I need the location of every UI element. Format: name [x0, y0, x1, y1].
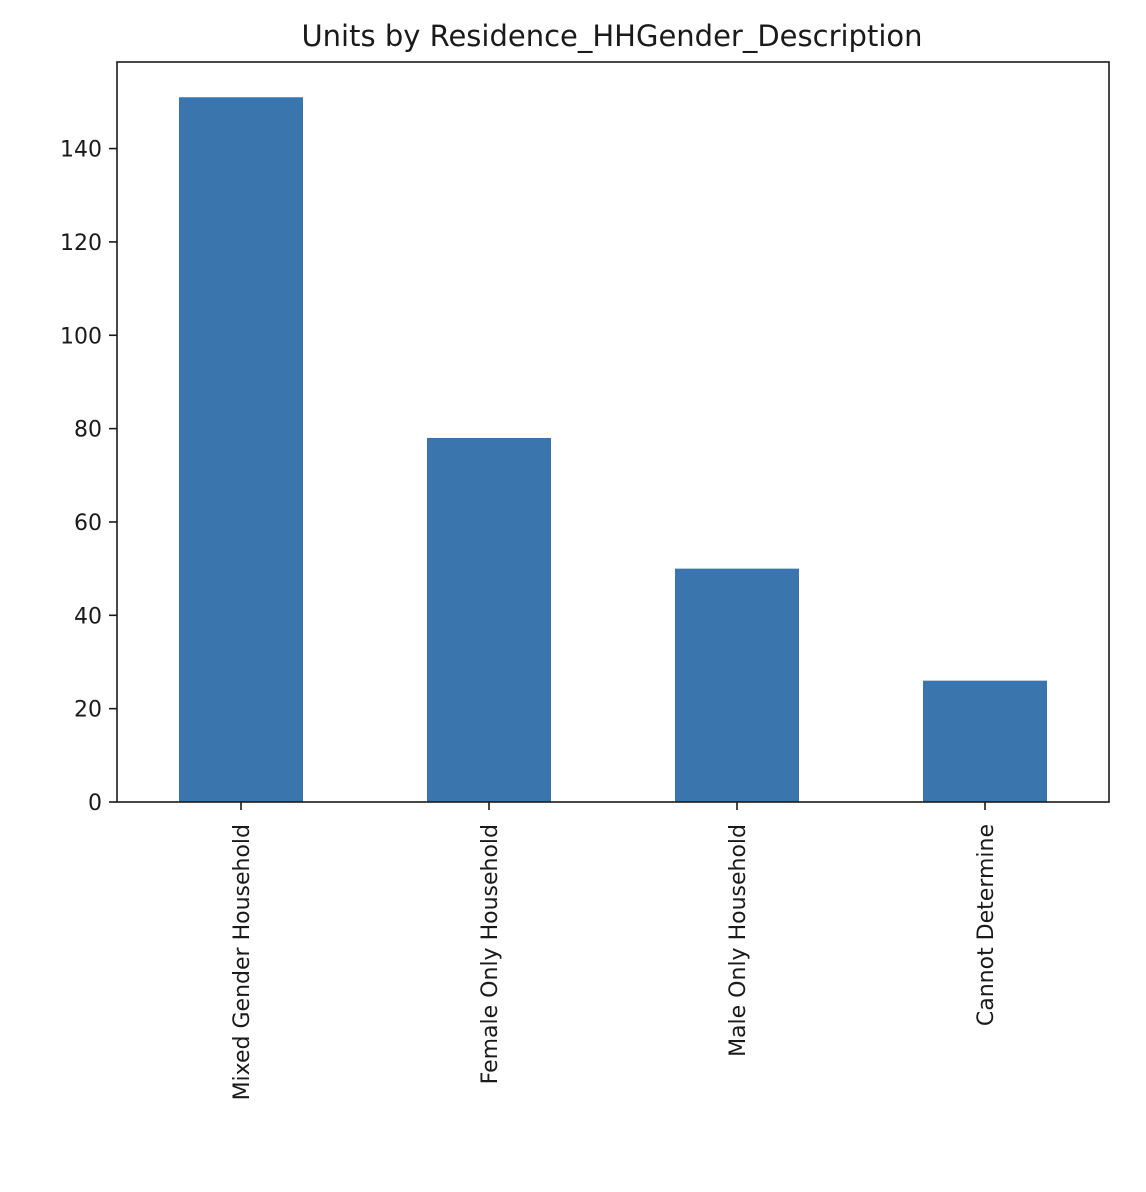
- y-tick-label: 0: [88, 791, 102, 816]
- bar-cannot-determine: [923, 680, 1047, 802]
- bar-female-only-household: [427, 437, 551, 802]
- y-tick-label: 20: [74, 698, 102, 723]
- y-tick-label: 120: [60, 231, 102, 256]
- plot-frame: [116, 61, 1110, 803]
- y-tick-label: 40: [74, 604, 102, 629]
- bar-male-only-household: [675, 568, 799, 802]
- y-tick-label: 100: [60, 324, 102, 349]
- x-tick-label: Male Only Household: [726, 824, 751, 1057]
- bars-layer: [179, 97, 1047, 802]
- x-tick-label: Cannot Determine: [974, 824, 999, 1026]
- y-tick-label: 60: [74, 511, 102, 536]
- y-tick-label: 140: [60, 138, 102, 163]
- x-axis-ticks: Mixed Gender Household Female Only Househ…: [230, 802, 999, 1100]
- x-tick-label: Mixed Gender Household: [230, 824, 255, 1100]
- x-tick-label: Female Only Household: [478, 824, 503, 1084]
- chart-title: Units by Residence_HHGender_Description: [301, 19, 922, 53]
- y-axis-ticks: 0 20 40 60 80 100 120 140: [60, 138, 117, 816]
- axes-layer: [116, 61, 1110, 803]
- y-tick-label: 80: [74, 418, 102, 443]
- bar-mixed-gender-household: [179, 97, 303, 802]
